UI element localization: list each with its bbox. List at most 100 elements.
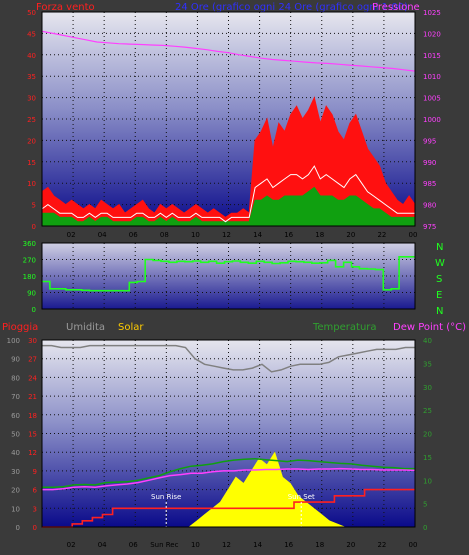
rain-axis-tick-label: 18 [28,412,37,420]
pressure-axis-tick-label: 980 [423,202,436,210]
wind-axis-tick-label: 5 [32,202,36,210]
humidity-axis-tick-label: 30 [11,468,20,476]
weather-x-tick-label: 04 [98,541,107,549]
pressure-axis-tick-label: 990 [423,159,436,167]
weather-x-tick-label: 00 [409,541,418,549]
direction-axis-tick-label: 0 [32,306,36,314]
humidity-axis-tick-label: 90 [11,356,20,364]
humidity-axis-tick-label: 80 [11,374,20,382]
temperature-axis-tick-label: 25 [423,407,432,415]
direction-axis-tick-label: 360 [23,240,36,248]
wind-title: Forza vento [36,2,95,13]
sunset-label: Sun Set [288,493,315,501]
dewpoint-title: Dew Point (°C) [393,322,466,333]
temperature-axis-tick-label: 30 [423,384,432,392]
direction-label-n2: N [436,306,443,317]
wind-axis-tick-label: 0 [32,223,36,231]
weather-x-tick-label: 20 [346,541,355,549]
weather-frame [41,339,416,528]
wind-low-series [41,186,416,227]
rain-axis-tick-label: 30 [28,337,37,345]
wind-axis-tick-label: 20 [27,137,36,145]
wind-avg-series [41,165,415,223]
rain-axis-tick-label: 12 [28,449,37,457]
direction-axis-tick-label: 90 [27,290,36,298]
wind-axis-tick-label: 10 [27,180,36,188]
weather-x-tick-label: Sun Rec [150,541,178,549]
wind-frame [41,11,416,227]
temperature-axis-tick-label: 20 [423,431,432,439]
rain-series [42,488,415,528]
wind-axis-tick-label: 30 [27,95,36,103]
wind-x-tick-label: 04 [98,231,107,239]
wind-x-tick-label: 00 [409,231,418,239]
pressure-axis-tick-label: 985 [423,180,436,188]
wind-x-tick-label: 14 [253,231,262,239]
wind-x-tick-label: 12 [222,231,231,239]
temperature-axis-tick-label: 10 [423,477,432,485]
chart-subtitle: 24 Ore (grafico ogni 24 Ore (grafico ogn… [175,2,408,13]
wind-axis-tick-label: 40 [27,52,36,60]
pressure-axis-tick-label: 1000 [423,116,441,124]
rain-axis-tick-label: 21 [28,393,37,401]
direction-axis-tick-label: 270 [23,257,36,265]
humidity-axis-tick-label: 10 [11,505,20,513]
rain-axis-tick-label: 0 [33,524,37,532]
temperature-series [42,457,415,489]
pressure-axis-tick-label: 1015 [423,52,441,60]
wind-axis-tick-label: 35 [27,73,36,81]
humidity-axis-tick-label: 20 [11,487,20,495]
rain-title: Pioggia [2,322,38,333]
humidity-axis-tick-label: 40 [11,449,20,457]
wind-axis-tick-label: 25 [27,116,36,124]
direction-label-e: E [436,290,442,301]
humidity-axis-tick-label: 100 [7,337,20,345]
sunrise-label: Sun Rise [151,493,181,501]
direction-frame [41,242,416,310]
rain-axis-tick-label: 6 [33,487,38,495]
temperature-title: Temperatura [312,322,377,333]
wind-x-tick-label: 02 [67,231,76,239]
wind-x-tick-label: 18 [315,231,324,239]
wind-axis-tick-label: 50 [27,9,36,17]
weather-x-tick-label: 06 [129,541,138,549]
pressure-axis-tick-label: 1020 [423,30,441,38]
humidity-axis-tick-label: 70 [11,393,20,401]
wind-x-tick-label: 16 [284,231,293,239]
direction-label-s: S [436,274,442,285]
wind-gust-series [41,96,416,227]
rain-axis-tick-label: 9 [33,468,37,476]
humidity-series [42,344,415,373]
wind-x-tick-label: 20 [346,231,355,239]
pressure-title: Pressione [372,2,420,13]
rain-axis-tick-label: 3 [33,505,37,513]
wind-axis-tick-label: 45 [27,30,36,38]
wind-axis-tick-label: 15 [27,159,36,167]
weather-x-tick-label: 18 [315,541,324,549]
pressure-axis-tick-label: 1025 [423,9,441,17]
pressure-axis-tick-label: 995 [423,137,436,145]
temperature-axis-tick-label: 35 [423,360,432,368]
direction-label-n1: N [436,242,443,253]
direction-axis-tick-label: 180 [23,273,36,281]
direction-label-w: W [435,258,445,269]
rain-axis-tick-label: 27 [28,356,37,364]
weather-x-tick-label: 16 [284,541,293,549]
pressure-axis-tick-label: 975 [423,223,436,231]
temperature-axis-tick-label: 0 [423,524,427,532]
humidity-axis-tick-label: 0 [16,524,20,532]
direction-series [42,256,415,292]
temperature-axis-tick-label: 5 [423,501,427,509]
wind-x-tick-label: 06 [129,231,138,239]
temperature-axis-tick-label: 40 [423,337,432,345]
wind-x-tick-label: 10 [191,231,200,239]
pressure-axis-tick-label: 1010 [423,73,441,81]
rain-axis-tick-label: 24 [28,374,37,382]
humidity-title: Umidita [66,322,105,333]
rain-axis-tick-label: 15 [28,431,37,439]
weather-x-tick-label: 22 [377,541,386,549]
weather-x-tick-label: 14 [253,541,262,549]
humidity-axis-tick-label: 50 [11,431,20,439]
